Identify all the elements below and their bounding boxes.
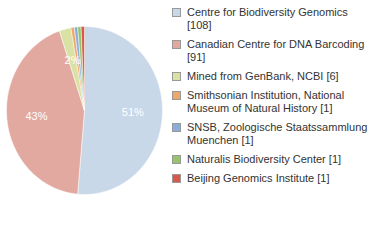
html-text:Centre for Biodiversity Genomi: Centre for Biodiversity Genomics [108] <box>187 6 348 31</box>
html-text:Canadian Centre for DNA Barcod: Canadian Centre for DNA Barcoding [91] <box>187 38 365 63</box>
svg-text:2%: 2% <box>65 54 81 66</box>
html-text:Mined from GenBank, NCBI [6]: Mined from GenBank, NCBI [6] <box>187 70 339 82</box>
html-text:Naturalis Biodiversity Center: Naturalis Biodiversity Center [1] <box>187 153 342 165</box>
svg-text:51%: 51% <box>122 106 144 118</box>
html-text:Beijing Genomics Institute [1]: Beijing Genomics Institute [1] <box>187 172 330 184</box>
html-text:SNSB, Zoologische Staatssammlu: SNSB, Zoologische Staatssammlung Muenche… <box>187 121 368 146</box>
svg-text:43%: 43% <box>25 110 47 122</box>
html-text:Smithsonian Institution, Natio: Smithsonian Institution, National Museum… <box>187 89 345 114</box>
